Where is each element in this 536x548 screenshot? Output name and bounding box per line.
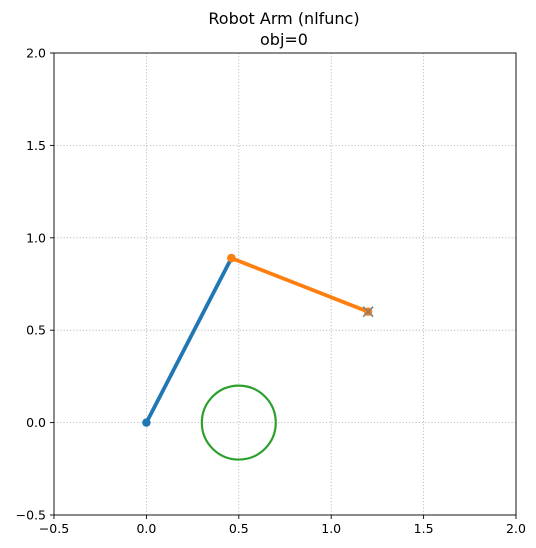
x-axis-ticks: −0.5 0.0 0.5 1.0 1.5 2.0 (39, 515, 526, 536)
x-tick-label: 1.5 (414, 521, 434, 536)
x-tick-label: 0.0 (136, 521, 156, 536)
y-tick-label: 2.0 (26, 46, 46, 61)
x-tick-label: −0.5 (39, 521, 69, 536)
arm-link-2-line (229, 256, 371, 314)
series-layer (144, 256, 371, 425)
y-tick-label: 1.0 (26, 230, 46, 245)
plot-frame (53, 52, 517, 516)
y-tick-label: 1.5 (26, 138, 46, 153)
x-tick-label: 0.5 (229, 521, 249, 536)
arm-link-2-joint-point (227, 253, 236, 263)
arm-link-1-joint-point (142, 418, 151, 427)
y-tick-label: 0.0 (26, 415, 46, 430)
x-tick-label: 2.0 (506, 521, 526, 536)
y-tick-label: −0.5 (16, 508, 46, 523)
x-tick-label: 1.0 (321, 521, 341, 536)
obstacle-layer (200, 384, 277, 461)
y-tick-label: 0.5 (26, 323, 46, 338)
arm-link-1-line (144, 256, 234, 425)
obstacle-circle (200, 384, 277, 461)
target-x-marker (362, 306, 374, 318)
chart-title: Robot Arm (nlfunc) (208, 9, 359, 28)
y-axis-ticks: −0.5 0.0 0.5 1.0 1.5 2.0 (16, 46, 54, 523)
marker-layer (142, 253, 374, 427)
chart-subtitle: obj=0 (260, 30, 308, 49)
plot-area (54, 53, 516, 515)
